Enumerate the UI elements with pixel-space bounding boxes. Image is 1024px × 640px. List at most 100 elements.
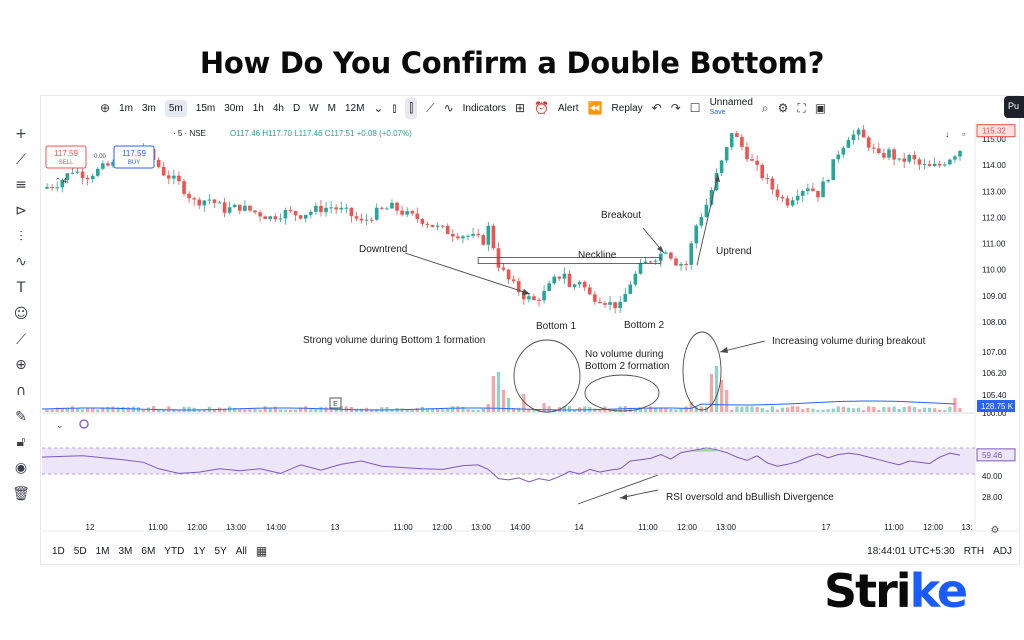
zoom-icon[interactable]: ⊕: [15, 357, 27, 374]
candle-body: [806, 188, 810, 191]
volume-bar: [851, 408, 856, 412]
tf-1h[interactable]: 1h: [252, 102, 264, 114]
buy-button[interactable]: [113, 145, 155, 169]
rsi-collapse-icon[interactable]: ⌄: [56, 420, 64, 430]
fib-icon[interactable]: ≡: [15, 177, 27, 194]
volume-bar: [633, 409, 638, 412]
layout-name[interactable]: Unnamed Save: [710, 98, 753, 118]
indicators-icon[interactable]: ∿: [443, 101, 454, 115]
volume-bar: [948, 406, 952, 412]
candle-body: [202, 200, 207, 206]
quick-search-icon[interactable]: ⌕: [761, 100, 769, 115]
templates-icon[interactable]: ⊞: [515, 101, 526, 115]
volume-bar: [126, 407, 130, 412]
range-6m[interactable]: 6M: [141, 545, 156, 557]
layout-checkbox-icon[interactable]: ☐: [689, 101, 701, 115]
volume-bar: [177, 409, 181, 412]
tf-1m[interactable]: 1m: [119, 102, 133, 114]
publish-button[interactable]: Pu: [1004, 96, 1024, 118]
session-toggle[interactable]: RTH: [963, 545, 985, 557]
range-1m[interactable]: 1M: [95, 545, 110, 557]
alert-icon[interactable]: ⏰: [534, 101, 550, 115]
line-style-icon[interactable]: ⟋: [426, 100, 435, 115]
replay-button[interactable]: Replay: [611, 102, 643, 114]
volume-bar: [831, 408, 835, 412]
camera-icon[interactable]: ▣: [814, 101, 827, 115]
candle-body: [537, 300, 541, 302]
trendline-icon[interactable]: ⟋: [16, 151, 26, 168]
replay-icon[interactable]: ⏪: [587, 101, 603, 115]
price-tick-label: 105.40: [982, 391, 1007, 400]
eye-icon[interactable]: ◉: [14, 459, 28, 476]
volume-bar: [476, 409, 480, 412]
volume-bar: [293, 409, 298, 412]
text-icon[interactable]: T: [16, 280, 26, 297]
tf-m[interactable]: M: [327, 102, 336, 114]
events-badge[interactable]: [329, 397, 342, 409]
volume-bar: [867, 406, 871, 412]
adjust-toggle[interactable]: ADJ: [993, 545, 1012, 557]
chevron-down-icon[interactable]: ⌄: [373, 101, 384, 115]
bar-style-icon[interactable]: ⫾: [392, 100, 397, 115]
indicator-count[interactable]: ⌃ 4: [55, 177, 67, 185]
magnet-icon[interactable]: ∩: [15, 382, 27, 399]
volume-bar: [801, 409, 805, 412]
lock-draw-icon[interactable]: ✎: [15, 408, 27, 425]
range-all[interactable]: All: [235, 545, 247, 557]
volume-bar: [273, 406, 277, 412]
sell-button[interactable]: [45, 145, 87, 169]
pattern-icon[interactable]: ⊳: [15, 203, 27, 220]
trash-icon[interactable]: 🗑︎: [12, 485, 30, 502]
emoji-icon[interactable]: ☺: [13, 305, 29, 322]
candle-body: [172, 175, 176, 179]
ruler-icon[interactable]: ⟋: [16, 331, 26, 348]
axis-settings-icon[interactable]: ⚙: [991, 525, 1000, 536]
volume-bar: [481, 408, 485, 412]
tf-4h[interactable]: 4h: [272, 102, 284, 114]
auto-scale-icon[interactable]: ▫: [962, 129, 965, 139]
tf-w[interactable]: W: [309, 102, 319, 114]
scroll-down-icon[interactable]: ↓: [945, 129, 950, 139]
range-1d[interactable]: 1D: [52, 545, 65, 557]
settings-icon[interactable]: ⚙: [777, 101, 789, 115]
candle-body: [790, 200, 795, 206]
tf-12m[interactable]: 12M: [344, 102, 365, 114]
range-3m[interactable]: 3M: [118, 545, 133, 557]
candle-body: [669, 252, 673, 259]
candle-body: [329, 207, 333, 209]
volume-bar: [390, 409, 394, 412]
tf-5m[interactable]: 5m: [164, 99, 187, 117]
range-ytd[interactable]: YTD: [164, 545, 185, 557]
add-symbol-icon[interactable]: ⊕: [100, 101, 111, 115]
crosshair-icon[interactable]: +: [15, 126, 27, 142]
volume-bar: [451, 406, 455, 412]
undo-icon[interactable]: ↶: [651, 101, 662, 115]
forecast-icon[interactable]: ⫶: [19, 228, 23, 245]
redo-icon[interactable]: ↷: [670, 101, 681, 115]
time-tick-label: 11:00: [148, 523, 168, 532]
candle-style-icon[interactable]: ⫿: [405, 97, 418, 119]
indicators-button[interactable]: Indicators: [462, 102, 506, 114]
date-range-icon[interactable]: ▦: [255, 544, 268, 558]
tf-d[interactable]: D: [292, 102, 301, 114]
symbol-interval[interactable]: · 5 · NSE: [173, 129, 206, 138]
volume-bar: [649, 406, 653, 412]
tf-15m[interactable]: 15m: [195, 102, 216, 114]
tf-30m[interactable]: 30m: [224, 102, 244, 114]
volume-bar: [684, 406, 688, 412]
neckline-band: [477, 257, 662, 265]
brush-icon[interactable]: ∿: [15, 254, 27, 271]
rsi-settings-icon[interactable]: [79, 419, 89, 429]
range-5d[interactable]: 5D: [73, 545, 87, 557]
lock-icon[interactable]: 🔓︎: [16, 434, 26, 451]
alert-button[interactable]: Alert: [558, 102, 579, 114]
volume-bar: [735, 406, 739, 412]
tf-3m[interactable]: 3m: [141, 102, 156, 114]
time-tick-label: 13:00: [716, 523, 737, 532]
fullscreen-icon[interactable]: ⛶: [797, 100, 806, 115]
range-1y[interactable]: 1Y: [193, 545, 206, 557]
candle-body: [85, 177, 90, 180]
candle-body: [319, 205, 323, 213]
range-5y[interactable]: 5Y: [214, 545, 227, 557]
